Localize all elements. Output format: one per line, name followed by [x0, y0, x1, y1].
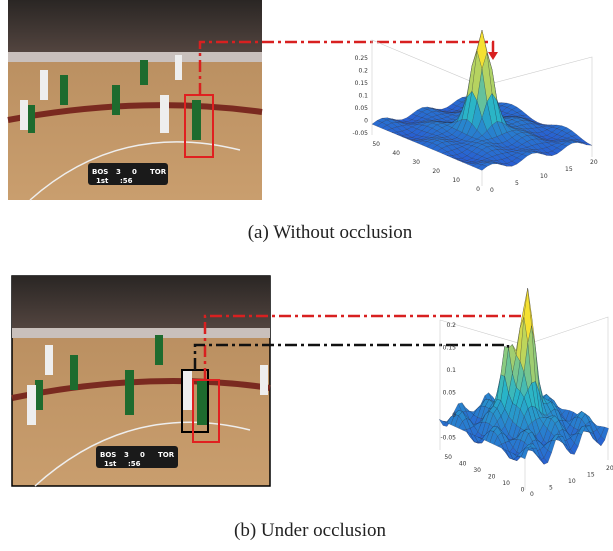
figure: BOS30TOR1st:56BOS30TOR1st:560.250.20.150…: [0, 0, 613, 551]
y-tick-label: 50: [444, 454, 452, 461]
z-tick-label: 0.2: [358, 68, 368, 75]
x-tick-label: 5: [549, 485, 553, 492]
z-tick-label: 0: [364, 118, 368, 125]
scoreboard-text: :56: [128, 460, 141, 468]
z-tick-label: 0.15: [443, 345, 457, 352]
y-tick-label: 30: [412, 159, 420, 166]
x-tick-label: 10: [540, 173, 548, 180]
scoreboard-text: 3: [124, 451, 129, 459]
y-tick-label: 20: [488, 474, 496, 481]
y-tick-label: 50: [372, 141, 380, 148]
y-tick-label: 40: [392, 150, 400, 157]
scoreboard-text: 0: [132, 168, 137, 176]
x-tick-label: 15: [565, 166, 573, 173]
x-tick-label: 0: [530, 491, 534, 498]
z-tick-label: -0.05: [440, 435, 456, 442]
y-tick-label: 0: [521, 487, 525, 494]
z-tick-label: 0.25: [355, 55, 369, 62]
y-tick-label: 10: [452, 177, 460, 184]
scoreboard-text: TOR: [150, 168, 167, 176]
z-tick-label: 0.05: [443, 390, 457, 397]
x-tick-label: 0: [490, 187, 494, 194]
scoreboard-text: BOS: [92, 168, 108, 176]
z-tick-label: 0.15: [355, 80, 369, 87]
x-tick-label: 20: [590, 159, 598, 166]
caption: (b) Under occlusion: [234, 520, 386, 541]
x-tick-label: 15: [587, 472, 595, 479]
z-tick-label: 0: [452, 412, 456, 419]
scoreboard-text: 0: [140, 451, 145, 459]
x-tick-label: 5: [515, 180, 519, 187]
scoreboard-text: 3: [116, 168, 121, 176]
z-tick-label: 0.2: [446, 322, 456, 329]
z-tick-label: -0.05: [352, 130, 368, 137]
scoreboard-text: BOS: [100, 451, 116, 459]
y-tick-label: 10: [502, 480, 510, 487]
scoreboard-text: 1st: [104, 460, 117, 468]
scoreboard-text: :56: [120, 177, 133, 185]
z-tick-label: 0.05: [355, 105, 369, 112]
y-tick-label: 30: [473, 467, 481, 474]
z-tick-label: 0.1: [446, 367, 456, 374]
y-tick-label: 0: [476, 186, 480, 193]
x-tick-label: 20: [606, 465, 613, 472]
y-tick-label: 40: [459, 461, 467, 468]
figure-canvas: BOS30TOR1st:56BOS30TOR1st:560.250.20.150…: [0, 0, 613, 551]
x-tick-label: 10: [568, 478, 576, 485]
scoreboard-text: TOR: [158, 451, 175, 459]
scoreboard-text: 1st: [96, 177, 109, 185]
caption: (a) Without occlusion: [248, 222, 413, 243]
y-tick-label: 20: [432, 168, 440, 175]
z-tick-label: 0.1: [358, 93, 368, 100]
